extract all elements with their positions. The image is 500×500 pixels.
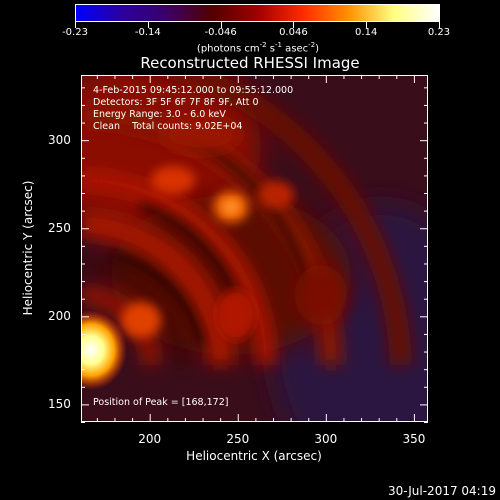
y-tick-label: 200 [48, 309, 71, 324]
colorbar-tick [439, 22, 440, 28]
colorbar-tick [293, 22, 295, 28]
annotation-time-range: 4-Feb-2015 09:45:12.000 to 09:55:12.000 [93, 85, 294, 96]
timestamp: 30-Jul-2017 04:19 [387, 484, 496, 498]
colorbar-tick [366, 22, 368, 28]
colorbar-tick-label: -0.14 [134, 27, 161, 38]
x-tick-label: 200 [138, 432, 162, 446]
colorbar-tick-label: -0.23 [62, 27, 88, 38]
colorbar-tick-label: -0.046 [204, 27, 237, 38]
annotation-peak-position: Position of Peak = [168,172] [93, 397, 229, 408]
x-tick-label: 350 [402, 432, 426, 446]
colorbar-tick [75, 22, 76, 28]
colorbar-unit-label: (photons cm-2 s-1 asec-2) [196, 41, 320, 55]
colorbar-tick-label: 0.14 [355, 27, 378, 38]
annotation-detectors: Detectors: 3F 5F 6F 7F 8F 9F, Att 0 [93, 97, 259, 108]
x-axis-title: Heliocentric X (arcsec) [186, 449, 322, 463]
y-tick-label: 300 [48, 133, 71, 148]
plot-title: Reconstructed RHESSI Image [140, 54, 360, 72]
y-tick-label: 250 [48, 221, 71, 236]
y-tick-label: 150 [48, 397, 71, 412]
annotation-energy-range: Energy Range: 3.0 - 6.0 keV [93, 109, 226, 120]
annotation-method-counts: Clean Total counts: 9.02E+04 [93, 121, 243, 132]
x-tick-label: 300 [314, 432, 338, 446]
colorbar-tick [220, 22, 222, 28]
x-tick-label: 250 [226, 432, 250, 446]
rhessi-image: 4-Feb-2015 09:45:12.000 to 09:55:12.000 … [81, 75, 428, 422]
colorbar [75, 4, 440, 22]
colorbar-tick-label: 0.046 [279, 27, 308, 38]
colorbar-tick [147, 22, 149, 28]
rhessi-image-render [81, 75, 428, 422]
colorbar-tick-label: 0.23 [427, 27, 451, 38]
y-axis-title: Heliocentric Y (arcsec) [21, 180, 35, 316]
